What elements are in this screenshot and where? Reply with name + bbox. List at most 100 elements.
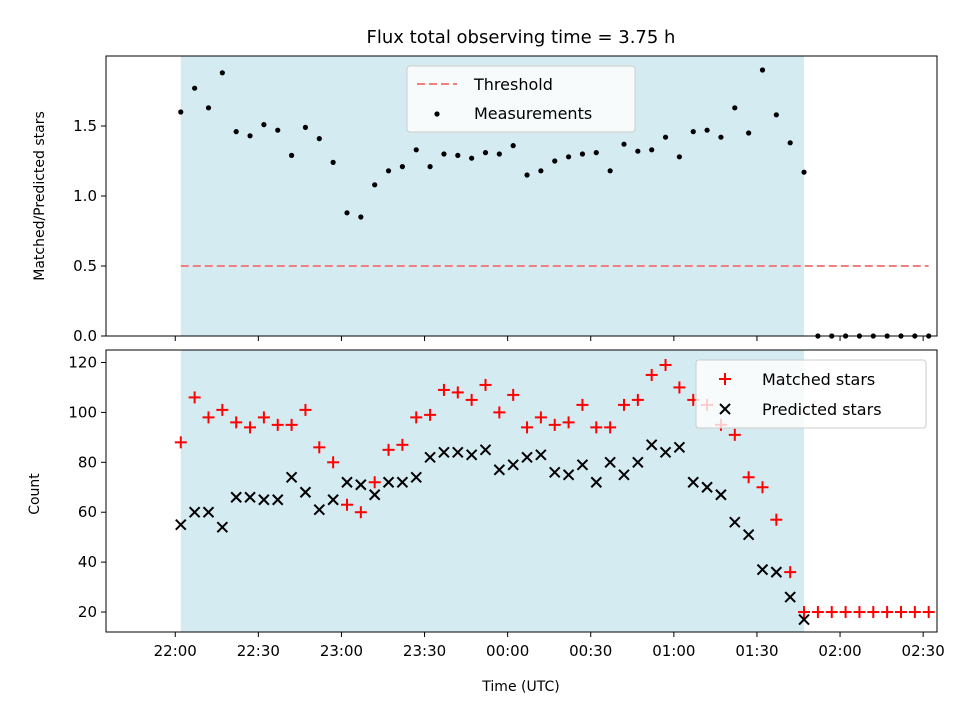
legend-threshold-label: Threshold (473, 75, 553, 94)
measurement-point (787, 140, 793, 146)
predicted-star-point (645, 439, 658, 451)
measurement-point (746, 130, 752, 136)
predicted-star-point (632, 456, 644, 469)
measurement-point (565, 154, 572, 160)
predicted-star-point (424, 451, 436, 464)
matched-star-point (479, 378, 492, 391)
measurement-point (607, 168, 613, 174)
measurement-point (621, 141, 627, 147)
measurement-point (247, 133, 253, 139)
matched-star-point (327, 456, 340, 469)
matched-star-point (756, 481, 769, 494)
measurement-point (482, 150, 489, 156)
count-y-tick-label: 60 (78, 503, 97, 521)
matched-star-point (798, 606, 811, 619)
predicted-star-point (756, 563, 769, 576)
x-tick-label: 22:00 (154, 642, 197, 660)
predicted-star-point (701, 481, 713, 493)
predicted-star-point (729, 516, 741, 528)
predicted-star-point (618, 469, 630, 481)
matched-star-point (604, 421, 617, 434)
matched-star-point (493, 406, 506, 419)
measurement-point (330, 159, 336, 165)
measurement-point (496, 151, 502, 157)
measurement-point (773, 112, 779, 118)
measurement-point (261, 122, 267, 128)
measurement-point (302, 124, 309, 130)
predicted-star-point (382, 476, 395, 488)
ratio-y-tick-label: 0.0 (73, 327, 97, 345)
measurement-point (399, 164, 405, 170)
matched-star-point (631, 393, 644, 406)
matched-star-point (382, 443, 395, 456)
measurement-point (524, 172, 530, 178)
predicted-star-point (521, 451, 533, 464)
measurement-point (455, 152, 461, 158)
measurement-point (690, 129, 696, 135)
matched-star-point (576, 398, 589, 411)
matched-star-point (534, 411, 547, 424)
matched-star-point (257, 411, 270, 424)
measurement-point (316, 136, 322, 142)
matched-star-point (853, 606, 866, 619)
predicted-star-point (493, 464, 506, 476)
measurement-point (385, 168, 392, 174)
predicted-star-point (258, 494, 270, 506)
matched-star-point (590, 421, 603, 434)
predicted-star-point (465, 449, 478, 461)
predicted-star-point (299, 486, 312, 498)
measurement-point (649, 147, 655, 153)
legend-measurements-label: Measurements (474, 104, 592, 123)
predicted-star-point (341, 476, 353, 488)
matched-star-point (354, 506, 367, 519)
matched-star-point (174, 436, 187, 449)
matched-star-point (825, 606, 838, 619)
matched-star-point (271, 418, 284, 431)
matched-star-point (908, 606, 921, 619)
count-axes-frame (105, 349, 938, 633)
predicted-star-point (272, 494, 284, 506)
predicted-star-point (410, 471, 422, 483)
predicted-star-point (327, 494, 339, 506)
ratio-panel: 0.0 0.5 1.0 1.5 Flux total observing time =… (32, 27, 938, 345)
x-tick-label: 02:00 (818, 642, 861, 660)
ratio-y-axis-label: Matched/Predicted stars (32, 111, 48, 281)
ratio-y-tick-label: 1.5 (73, 117, 97, 135)
x-axis-label: Time (UTC) (481, 679, 559, 695)
matched-star-point (216, 403, 229, 416)
measurement-point (441, 151, 447, 157)
matched-star-point (465, 393, 478, 406)
ratio-legend-box (406, 65, 636, 133)
matched-star-point (188, 391, 201, 404)
matched-star-point (521, 421, 534, 434)
ratio-y-tick-label: 1.0 (73, 187, 97, 205)
matched-star-point (839, 606, 852, 619)
count-legend: Matched stars Predicted stars (695, 359, 927, 429)
chart-title: Flux total observing time = 3.75 h (367, 27, 676, 48)
x-tick-label: 22:30 (237, 642, 280, 660)
predicted-star-point (244, 491, 256, 503)
predicted-star-point (313, 504, 325, 516)
x-tick-label: 02:30 (902, 642, 945, 660)
ratio-axes-frame (105, 55, 938, 337)
measurement-point (192, 85, 198, 91)
predicted-star-point (368, 489, 381, 501)
x-tick-label: 00:00 (486, 642, 529, 660)
predicted-star-point (549, 466, 561, 478)
count-y-axis-label: Count (27, 473, 43, 515)
measurement-point (579, 151, 586, 157)
ratio-y-tick-label: 0.5 (73, 257, 97, 275)
predicted-star-point (562, 469, 575, 481)
matched-star-point (424, 408, 437, 421)
matched-star-point (645, 368, 658, 381)
count-legend-box (695, 359, 927, 429)
matched-star-point (867, 606, 880, 619)
matched-star-point (230, 416, 243, 429)
predicted-star-point (452, 446, 464, 459)
x-tick-label: 01:30 (735, 642, 778, 660)
matched-star-point (562, 416, 575, 429)
predicted-star-point (784, 591, 796, 603)
matched-star-point (894, 606, 907, 619)
measurement-point (205, 105, 212, 111)
